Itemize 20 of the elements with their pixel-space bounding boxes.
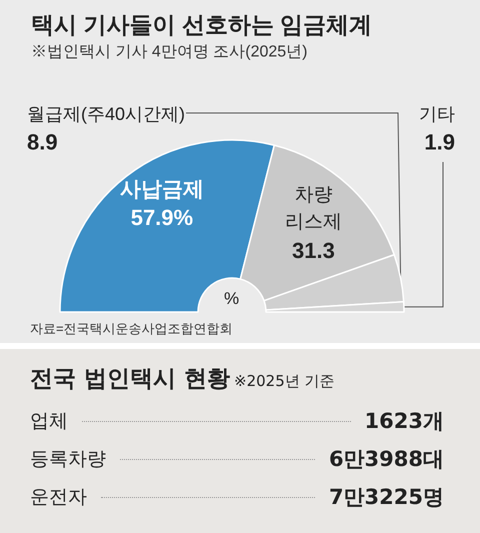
- text: 7만3225명: [328, 485, 444, 509]
- text: %: [224, 289, 240, 308]
- data-label: 1.9: [424, 130, 455, 154]
- text: 자료=전국택시운송사업조합연합회: [30, 321, 233, 336]
- slice-label: 기타: [419, 104, 455, 124]
- category-label: 업체: [30, 409, 68, 434]
- data-label: 31.3: [292, 238, 335, 264]
- chart-title: 택시 기사들이 선호하는 임금체계: [31, 12, 372, 38]
- data-label: 8.9: [27, 130, 58, 154]
- text: ※2025년 기준: [234, 372, 335, 390]
- text: 6만3988대: [328, 447, 444, 471]
- slice-label: 사납금제: [120, 178, 204, 201]
- category-label: 등록차량: [30, 447, 106, 472]
- text: 전국 법인택시 현황: [30, 366, 230, 392]
- text: 1623개: [364, 409, 444, 433]
- data-label: 57.9%: [130, 204, 194, 230]
- slice-label: 차량 리스제: [284, 184, 342, 233]
- chart-subtitle: ※법인택시 기사 4만여명 조사(2025년): [31, 44, 308, 60]
- slice-label: 월급제(주40시간제): [27, 104, 186, 124]
- category-label: 운전자: [30, 485, 87, 510]
